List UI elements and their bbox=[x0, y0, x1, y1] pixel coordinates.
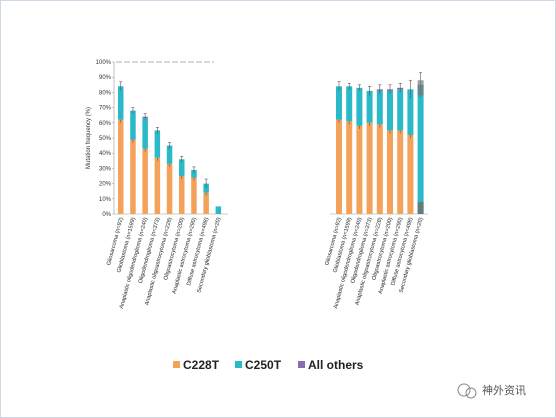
bar-segment bbox=[336, 86, 342, 120]
bar-segment bbox=[166, 163, 173, 214]
legend-swatch bbox=[173, 361, 180, 368]
bar-segment bbox=[142, 148, 148, 214]
y-tick-label: 0% bbox=[102, 212, 111, 218]
bar-segment bbox=[179, 159, 185, 176]
bar-segment bbox=[366, 90, 373, 123]
bar-segment bbox=[356, 125, 363, 214]
bar-segment bbox=[118, 86, 124, 120]
bar-segment bbox=[166, 145, 173, 164]
y-tick-label: 80% bbox=[99, 90, 112, 96]
bar-segment bbox=[215, 206, 222, 214]
y-tick-label: 60% bbox=[99, 121, 112, 127]
y-tick-label: 10% bbox=[99, 197, 112, 203]
y-tick-label: 30% bbox=[99, 166, 112, 172]
bar-segment bbox=[154, 130, 161, 158]
bar-segment bbox=[346, 86, 353, 122]
legend-swatch bbox=[298, 361, 305, 368]
bar-segment bbox=[387, 90, 393, 131]
bar-segment bbox=[154, 157, 161, 214]
bar-segment bbox=[387, 130, 393, 214]
bar-segment bbox=[191, 169, 197, 178]
y-tick-label: 40% bbox=[99, 151, 112, 157]
bar-segment bbox=[366, 122, 373, 214]
bar-segment bbox=[407, 134, 414, 214]
overlay-segment bbox=[417, 80, 424, 96]
legend-swatch bbox=[235, 361, 242, 368]
bar-segment bbox=[130, 110, 136, 140]
bar-segment bbox=[118, 119, 124, 214]
overlay-segment bbox=[417, 201, 424, 214]
y-axis-label: Mutation frequency (%) bbox=[86, 107, 92, 169]
bar-segment bbox=[203, 192, 209, 214]
bar-segment bbox=[346, 121, 353, 214]
bar-segment bbox=[397, 89, 404, 131]
legend-label: C250T bbox=[245, 358, 282, 372]
bar-segment bbox=[142, 118, 148, 149]
wechat-icon bbox=[465, 387, 477, 399]
bar-segment bbox=[336, 119, 342, 214]
bar-segment bbox=[179, 176, 185, 214]
y-tick-label: 50% bbox=[99, 136, 112, 142]
bar-segment bbox=[417, 84, 424, 214]
legend-label: All others bbox=[308, 358, 364, 372]
bar-segment bbox=[191, 177, 197, 214]
bar-segment bbox=[376, 90, 383, 125]
bar-segment bbox=[376, 124, 383, 214]
y-tick-label: 90% bbox=[99, 75, 112, 81]
y-tick-label: 70% bbox=[99, 106, 112, 112]
wechat-icon bbox=[457, 383, 471, 397]
bar-segment bbox=[407, 89, 414, 135]
bar-segment bbox=[397, 130, 404, 214]
bar-segment bbox=[356, 87, 363, 126]
y-tick-label: 20% bbox=[99, 182, 112, 188]
legend-label: C228T bbox=[183, 358, 220, 372]
watermark-text: 神外资讯 bbox=[482, 383, 526, 397]
bar-segment bbox=[130, 139, 136, 214]
y-tick-label: 100% bbox=[96, 60, 112, 66]
